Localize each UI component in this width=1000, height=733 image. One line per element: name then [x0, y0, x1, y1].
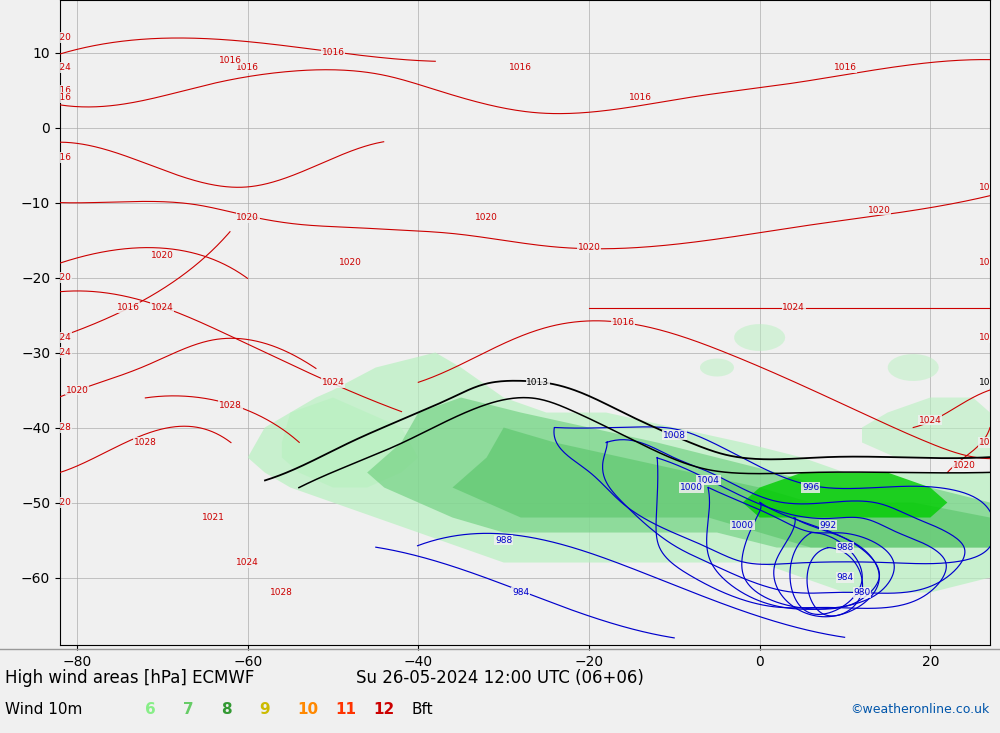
Text: 1016: 1016: [833, 63, 856, 72]
Text: 1016: 1016: [219, 56, 242, 65]
Text: 1020: 1020: [339, 258, 362, 267]
Text: 9: 9: [259, 702, 270, 717]
Text: 1016: 1016: [612, 318, 635, 327]
Text: 988: 988: [836, 543, 854, 552]
Text: 1004: 1004: [697, 476, 720, 485]
Text: 12: 12: [373, 702, 394, 717]
Text: 1020: 1020: [953, 460, 976, 470]
Text: 8: 8: [221, 702, 232, 717]
Text: 1024: 1024: [322, 378, 344, 387]
Text: 1016: 1016: [117, 303, 140, 312]
Text: 1016: 1016: [48, 93, 72, 102]
Polygon shape: [888, 354, 939, 381]
Text: 1020: 1020: [578, 243, 600, 252]
Text: 1024: 1024: [49, 333, 71, 342]
Polygon shape: [743, 473, 947, 517]
Text: 1024: 1024: [919, 416, 942, 424]
Text: ©weatheronline.co.uk: ©weatheronline.co.uk: [851, 703, 990, 716]
Text: 984: 984: [512, 588, 529, 597]
Text: 1020: 1020: [236, 213, 259, 222]
Text: 1013: 1013: [978, 378, 1000, 387]
Polygon shape: [862, 397, 990, 457]
Text: 1020: 1020: [868, 205, 891, 215]
Polygon shape: [282, 397, 418, 487]
Text: 10: 10: [297, 702, 318, 717]
Polygon shape: [734, 324, 785, 351]
Text: 1021: 1021: [202, 513, 225, 522]
Text: 1016: 1016: [48, 86, 72, 95]
Text: 1016: 1016: [629, 93, 652, 102]
Text: 1013: 1013: [526, 378, 549, 387]
Text: 1020: 1020: [66, 386, 89, 394]
Text: 1016: 1016: [978, 258, 1000, 267]
Text: 1016: 1016: [978, 183, 1000, 192]
Text: 1020: 1020: [49, 33, 71, 42]
Polygon shape: [248, 353, 990, 592]
Text: 1028: 1028: [270, 588, 293, 597]
Text: 1016: 1016: [509, 63, 532, 72]
Text: 1024: 1024: [782, 303, 805, 312]
Text: 980: 980: [853, 588, 871, 597]
Text: 1016: 1016: [978, 333, 1000, 342]
Text: 1000: 1000: [680, 483, 703, 492]
Text: 1024: 1024: [236, 558, 259, 567]
Polygon shape: [700, 358, 734, 377]
Text: 1028: 1028: [49, 423, 71, 432]
Text: 1020: 1020: [151, 251, 174, 259]
Text: 984: 984: [836, 573, 854, 582]
Text: 1000: 1000: [731, 520, 754, 529]
Text: 7: 7: [183, 702, 194, 717]
Text: High wind areas [hPa] ECMWF: High wind areas [hPa] ECMWF: [5, 669, 254, 687]
Text: Bft: Bft: [411, 702, 433, 717]
Text: 1008: 1008: [663, 430, 686, 440]
Text: 6: 6: [145, 702, 156, 717]
Text: 988: 988: [495, 536, 512, 545]
Text: 1020: 1020: [475, 213, 498, 222]
Text: 1020: 1020: [49, 273, 71, 282]
Text: 1024: 1024: [49, 63, 71, 72]
Text: 1020: 1020: [49, 498, 71, 507]
Text: 1024: 1024: [151, 303, 174, 312]
Text: 992: 992: [819, 520, 836, 529]
Text: Su 26-05-2024 12:00 UTC (06+06): Su 26-05-2024 12:00 UTC (06+06): [356, 669, 644, 687]
Text: 1016: 1016: [322, 48, 345, 57]
Text: 1024: 1024: [49, 348, 71, 357]
Text: 1028: 1028: [134, 438, 157, 447]
Text: 11: 11: [335, 702, 356, 717]
Text: 1028: 1028: [219, 400, 242, 410]
Polygon shape: [367, 397, 990, 548]
Text: 996: 996: [802, 483, 819, 492]
Text: Wind 10m: Wind 10m: [5, 702, 82, 717]
Text: 1016: 1016: [48, 153, 72, 162]
Text: 1020: 1020: [979, 438, 1000, 447]
Polygon shape: [452, 427, 990, 548]
Text: 1016: 1016: [236, 63, 259, 72]
